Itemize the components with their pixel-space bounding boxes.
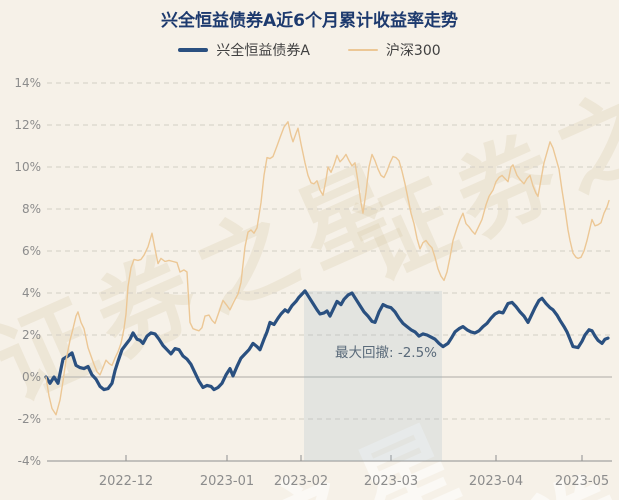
y-tick-label: 4% — [22, 286, 41, 300]
x-tick-label: 2023-03 — [364, 474, 418, 489]
chart-legend: 兴全恒益债券A 沪深300 — [0, 40, 619, 60]
index-line[interactable] — [45, 121, 610, 416]
fund-line[interactable] — [44, 289, 610, 392]
x-tick-label: 2023-02 — [274, 474, 328, 489]
max-drawdown-area — [304, 290, 442, 461]
legend-item-fund[interactable]: 兴全恒益债券A — [178, 40, 310, 60]
x-tick-label: 2023-04 — [469, 474, 523, 489]
y-tick-label: 12% — [14, 118, 41, 132]
y-tick-label: 14% — [14, 76, 41, 90]
max-drawdown-label: 最大回撤: -2.5% — [335, 345, 437, 361]
legend-item-index[interactable]: 沪深300 — [347, 40, 441, 60]
chart-title: 兴全恒益债券A近6个月累计收益率走势 — [161, 11, 458, 31]
legend-label-fund: 兴全恒益债券A — [216, 43, 310, 59]
y-tick-label: 8% — [22, 202, 41, 216]
x-tick-label: 2023-01 — [200, 474, 254, 489]
y-tick-label: 0% — [22, 370, 41, 384]
x-tick-label: 2023-05 — [555, 474, 609, 489]
x-tick-label: 2022-12 — [99, 474, 153, 489]
legend-label-index: 沪深300 — [385, 43, 441, 59]
fund-line-swatch — [178, 48, 209, 52]
y-tick-label: 6% — [22, 244, 41, 258]
index-line-swatch — [347, 49, 378, 51]
y-tick-label: 10% — [14, 160, 41, 174]
chart-header: 兴全恒益债券A近6个月累计收益率走势 — [0, 10, 619, 32]
y-tick-label: -2% — [18, 412, 41, 426]
y-tick-label: -4% — [18, 454, 41, 468]
y-tick-label: 2% — [22, 328, 41, 342]
